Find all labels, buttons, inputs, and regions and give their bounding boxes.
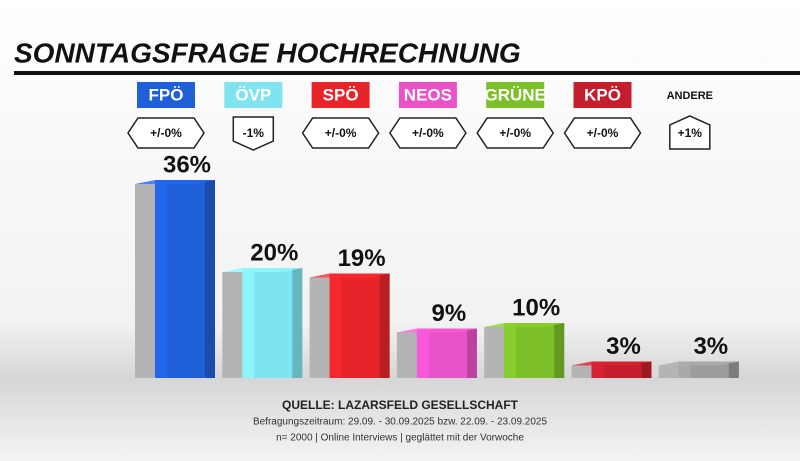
bar-edge bbox=[379, 273, 390, 378]
bar-edge bbox=[466, 328, 477, 378]
change-label: +/-0% bbox=[412, 126, 444, 140]
bar-top bbox=[571, 361, 652, 366]
change-badge bbox=[563, 117, 642, 149]
party-label: ÖVP bbox=[235, 85, 271, 104]
value-label: 3% bbox=[606, 333, 641, 360]
change-badge bbox=[301, 117, 380, 149]
bar-top bbox=[222, 268, 303, 272]
bar-side bbox=[484, 327, 507, 378]
bar-highlight bbox=[416, 328, 429, 378]
bar bbox=[591, 361, 652, 378]
bar-side bbox=[658, 365, 681, 378]
bar-top bbox=[396, 328, 477, 333]
bar-edge bbox=[641, 361, 652, 378]
change-label: +/-0% bbox=[150, 126, 182, 140]
party-label-bg bbox=[398, 82, 457, 108]
title-rule bbox=[14, 71, 800, 75]
party-label: GRÜNE bbox=[484, 85, 545, 104]
value-label: 9% bbox=[432, 300, 467, 327]
party-label-bg bbox=[224, 82, 283, 108]
change-badge bbox=[127, 117, 205, 149]
party-label: FPÖ bbox=[149, 85, 184, 104]
bar-highlight bbox=[591, 361, 604, 378]
bar-side bbox=[135, 184, 157, 378]
source: QUELLE: LAZARSFELD GESELLSCHAFT bbox=[282, 398, 519, 412]
party-label-bg bbox=[137, 82, 195, 108]
change-label: +/-0% bbox=[587, 126, 619, 140]
bar-highlight bbox=[242, 268, 255, 378]
bar-edge bbox=[205, 180, 215, 378]
party-label: ANDERE bbox=[667, 90, 713, 102]
change-badge bbox=[669, 115, 711, 150]
bar-highlight bbox=[155, 180, 167, 378]
note: Befragungszeitraum: 29.09. - 30.09.2025 … bbox=[253, 417, 548, 428]
party-label-bg bbox=[486, 82, 545, 108]
party-label-bg bbox=[573, 82, 632, 108]
bar-edge bbox=[728, 361, 739, 378]
bar-top bbox=[135, 180, 215, 184]
value-label: 10% bbox=[512, 294, 560, 321]
party-label: KPÖ bbox=[584, 85, 621, 104]
change-label: +/-0% bbox=[499, 126, 531, 140]
bar-highlight bbox=[678, 361, 691, 378]
change-label: +/-0% bbox=[325, 126, 357, 140]
bar-top bbox=[309, 273, 390, 278]
bar-highlight bbox=[329, 273, 342, 378]
note: n= 2000 | Online Interviews | geglättet … bbox=[276, 433, 524, 444]
bar-side bbox=[571, 365, 594, 378]
change-label: +1% bbox=[678, 126, 703, 140]
bar-edge bbox=[554, 323, 565, 378]
change-badge bbox=[388, 117, 467, 149]
change-badge bbox=[476, 117, 555, 149]
bar-side bbox=[396, 332, 419, 378]
change-label: -1% bbox=[243, 126, 265, 140]
party-label: NEOS bbox=[404, 85, 452, 104]
bar-side bbox=[222, 272, 245, 378]
value-label: 20% bbox=[250, 239, 298, 266]
bar-top bbox=[658, 361, 739, 366]
party-label-bg bbox=[311, 82, 370, 108]
change-badge bbox=[232, 116, 275, 151]
bar-top bbox=[484, 323, 565, 327]
value-label: 19% bbox=[338, 245, 386, 272]
bar-side bbox=[309, 277, 332, 378]
party-label: SPÖ bbox=[323, 85, 359, 104]
bar-highlight bbox=[504, 323, 517, 378]
value-label: 36% bbox=[163, 151, 211, 178]
value-label: 3% bbox=[693, 333, 728, 360]
bar-edge bbox=[292, 268, 303, 378]
bar bbox=[678, 361, 739, 378]
chart-title: SONNTAGSFRAGE HOCHRECHNUNG bbox=[14, 37, 521, 68]
